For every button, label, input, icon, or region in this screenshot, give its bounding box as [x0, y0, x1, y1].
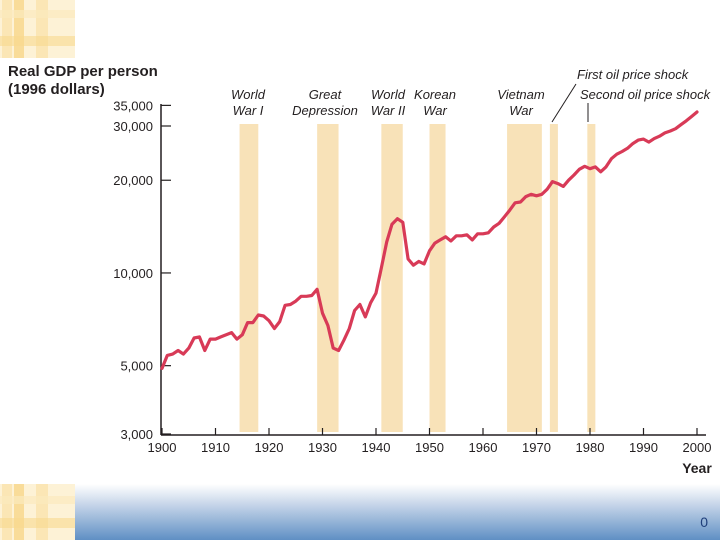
y-tick-label-2: 10,000 — [113, 266, 153, 281]
gdp-series — [160, 110, 699, 370]
gdp-line-0 — [160, 110, 699, 370]
corner-decoration-bottom — [0, 484, 75, 540]
y-axis-title-line1: Real GDP per person — [8, 63, 158, 80]
x-tick-label-0: 1900 — [148, 440, 177, 455]
event-label-3-line2: War — [423, 103, 447, 118]
x-tick-label-8: 1980 — [576, 440, 605, 455]
event-band-6 — [587, 124, 596, 432]
event-bands — [239, 124, 596, 432]
event-label-5: First oil price shock — [577, 67, 690, 82]
event-pointer-5 — [551, 83, 577, 123]
event-band-2 — [381, 124, 403, 432]
x-tick-label-4: 1940 — [362, 440, 391, 455]
y-tick-label-5: 35,000 — [113, 98, 153, 113]
x-tick-label-7: 1970 — [522, 440, 551, 455]
x-tick-label-6: 1960 — [469, 440, 498, 455]
event-band-4 — [507, 124, 542, 432]
y-ticks: 3,000 5,000 10,000 20,000 30,000 35,000 — [113, 98, 171, 442]
event-label-3-line1: Korean — [414, 87, 456, 102]
event-label-0-line2: War I — [233, 103, 264, 118]
page-number: 0 — [700, 514, 708, 530]
event-band-1 — [317, 124, 339, 432]
event-band-3 — [429, 124, 446, 432]
event-band-0 — [239, 124, 259, 432]
x-tick-label-2: 1920 — [255, 440, 284, 455]
event-label-1-line2: Depression — [292, 103, 358, 118]
corner-decoration-top — [0, 0, 75, 58]
y-tick-label-3: 20,000 — [113, 173, 153, 188]
x-axis-title: Year — [682, 460, 712, 476]
event-label-1-line1: Great — [309, 87, 343, 102]
event-label-6: Second oil price shock — [580, 87, 712, 102]
x-tick-label-5: 1950 — [415, 440, 444, 455]
event-label-2-line1: World — [371, 87, 406, 102]
event-label-4-line1: Vietnam — [497, 87, 545, 102]
y-axis-title-line2: (1996 dollars) — [8, 81, 105, 98]
x-tick-label-1: 1910 — [201, 440, 230, 455]
x-tick-label-3: 1930 — [308, 440, 337, 455]
x-tick-label-9: 1990 — [629, 440, 658, 455]
y-tick-label-4: 30,000 — [113, 119, 153, 134]
event-label-2-line2: War II — [371, 103, 406, 118]
chart-axes — [160, 104, 706, 436]
event-band-5 — [549, 124, 558, 432]
event-label-4-line2: War — [509, 103, 533, 118]
x-tick-label-10: 2000 — [683, 440, 712, 455]
y-tick-label-0: 3,000 — [120, 427, 153, 442]
y-tick-label-1: 5,000 — [120, 359, 153, 374]
event-label-0-line1: World — [231, 87, 266, 102]
footer-bar — [75, 484, 720, 540]
x-ticks: 1900 1910 1920 1930 1940 1950 1960 1970 1980 1990… — [148, 428, 712, 455]
